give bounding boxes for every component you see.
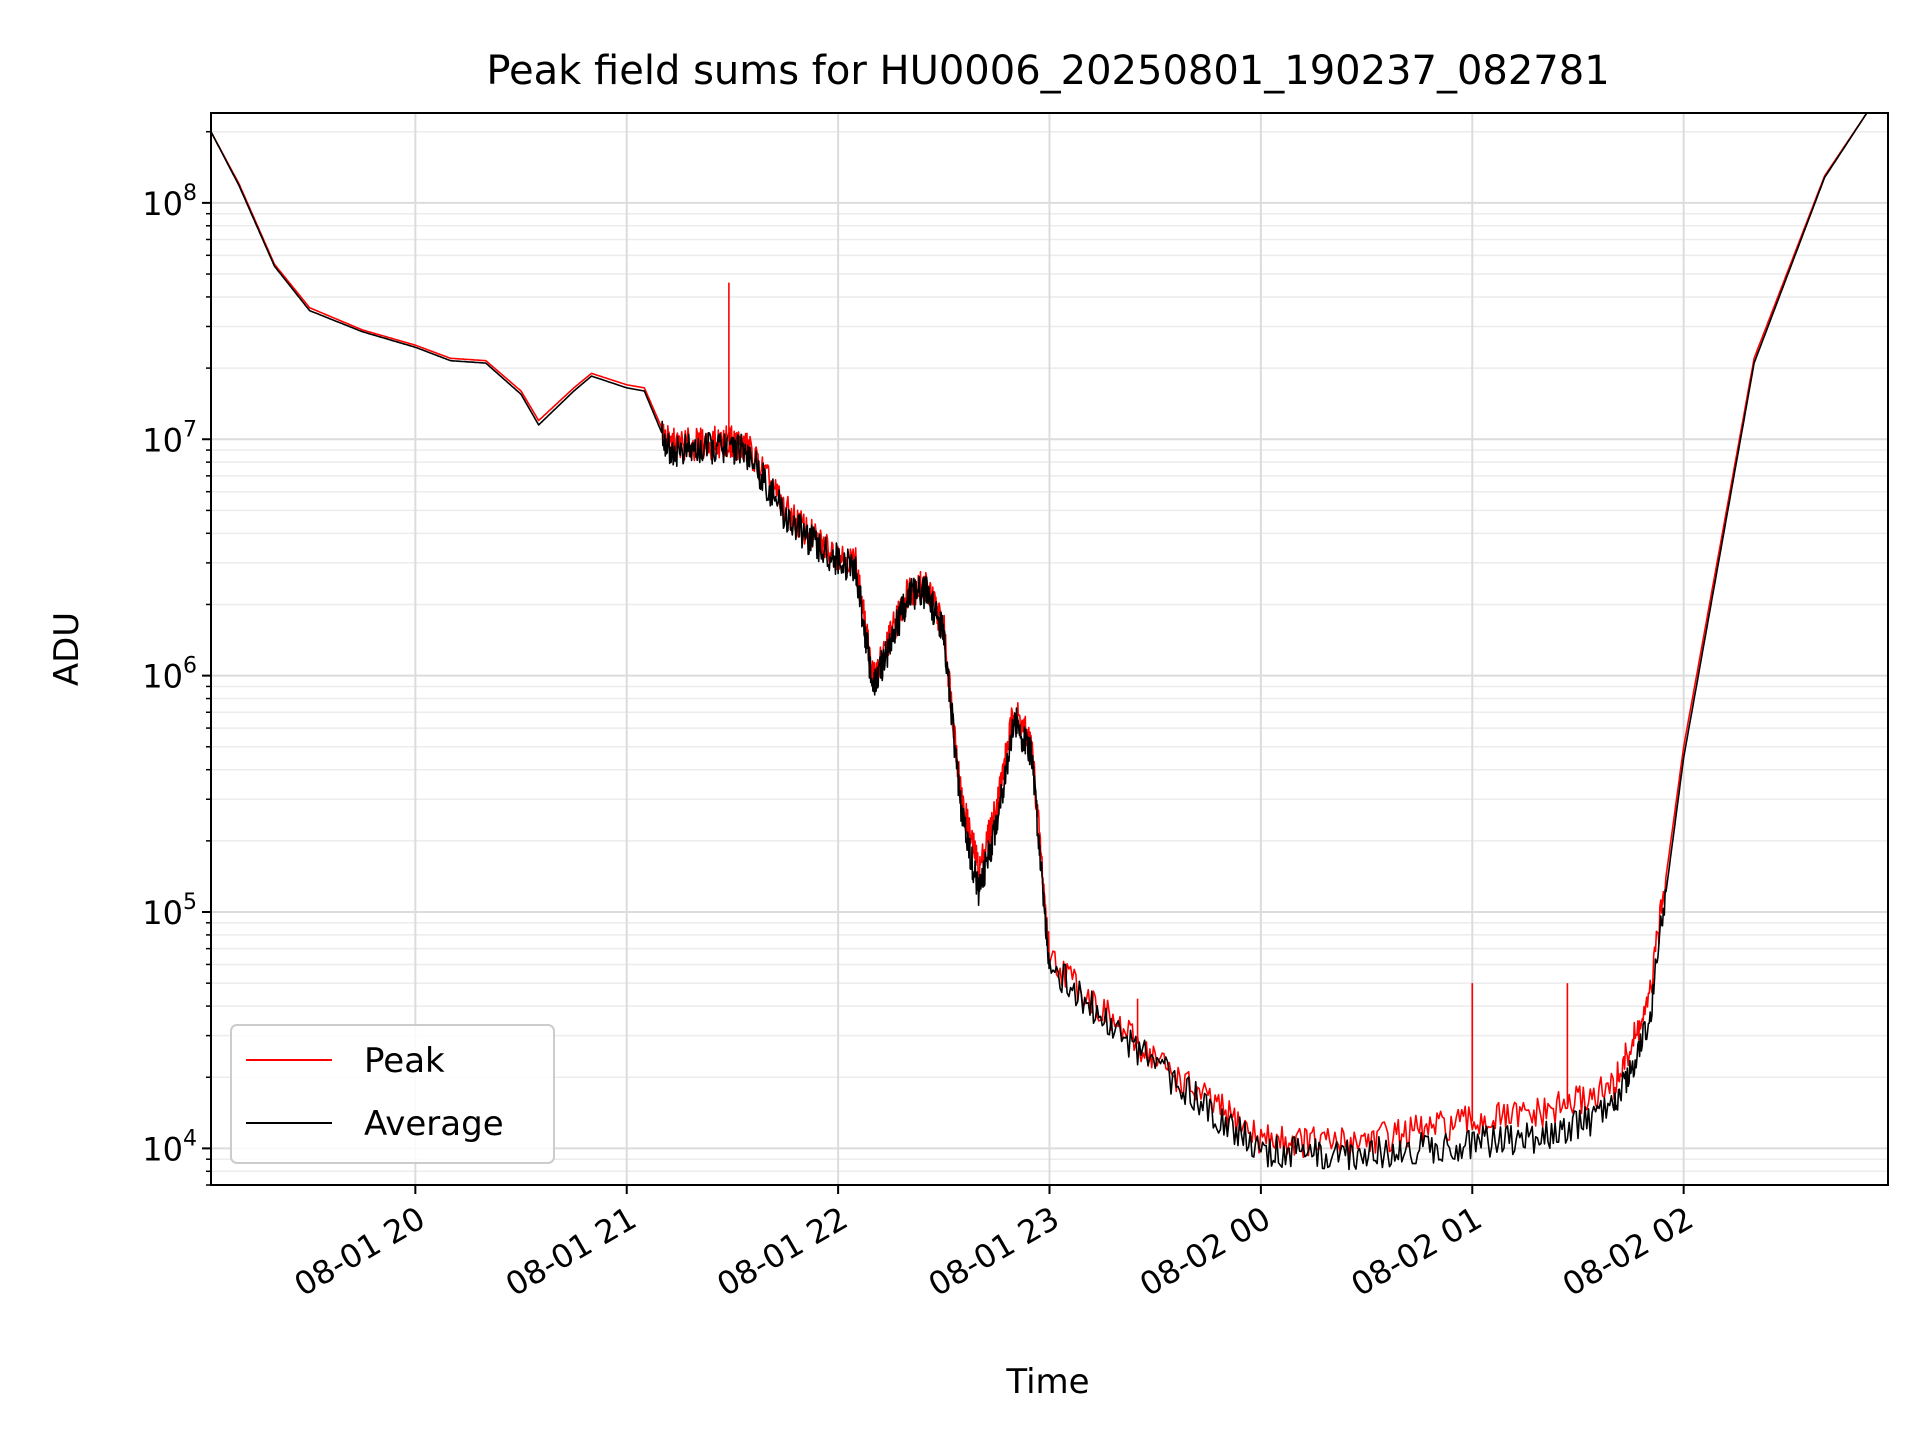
y-tick-label: 108 (142, 181, 197, 223)
x-axis-label: Time (1005, 1362, 1089, 1402)
y-tick-base: 10 (142, 658, 183, 696)
series-line-average (211, 113, 1868, 1171)
y-tick-exponent: 5 (183, 890, 197, 915)
y-tick-label: 104 (142, 1126, 197, 1168)
y-tick-label: 105 (142, 890, 197, 932)
legend: Peak Average (230, 1024, 555, 1164)
y-tick-exponent: 8 (183, 181, 197, 206)
plot-area (210, 112, 1889, 1186)
legend-label-peak: Peak (364, 1041, 445, 1081)
y-tick-exponent: 4 (183, 1126, 197, 1151)
series-layer (211, 113, 1868, 1171)
y-tick-label: 107 (142, 417, 197, 459)
y-axis-label: ADU (47, 612, 87, 686)
chart-title: Peak field sums for HU0006_20250801_1902… (486, 48, 1609, 94)
y-tick-exponent: 7 (183, 417, 197, 442)
y-tick-base: 10 (142, 185, 183, 223)
y-tick-base: 10 (142, 894, 183, 932)
y-tick-exponent: 6 (183, 654, 197, 679)
y-tick-label: 106 (142, 654, 197, 696)
legend-label-average: Average (364, 1104, 504, 1144)
y-tick-base: 10 (142, 421, 183, 459)
grid (211, 113, 1888, 1186)
y-tick-base: 10 (142, 1130, 183, 1168)
